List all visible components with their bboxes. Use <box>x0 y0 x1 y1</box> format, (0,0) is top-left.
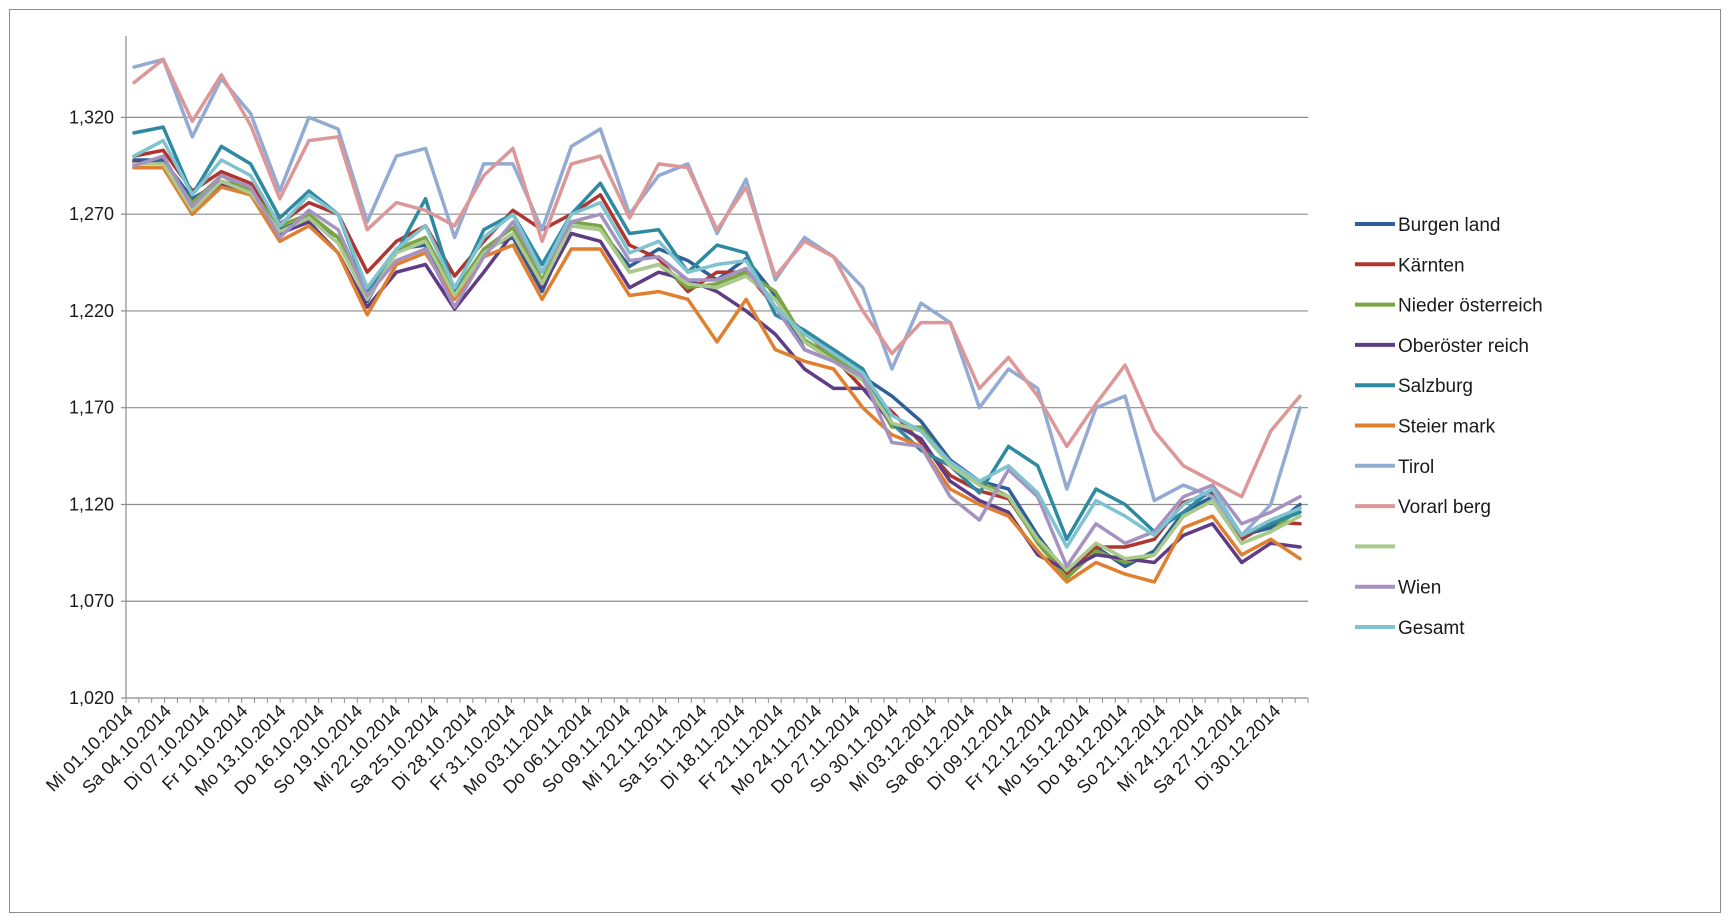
series-line <box>132 125 1302 542</box>
y-tick-label: 1,020 <box>69 688 114 708</box>
y-tick-label: 1,220 <box>69 301 114 321</box>
chart-frame: 1,020 1,070 1,120 1,170 1,220 1,270 1,320 Mi 01… <box>9 9 1721 913</box>
legend-label: Burgen land <box>1398 215 1500 236</box>
legend-label: Kärnten <box>1398 255 1465 276</box>
series-line <box>132 154 1302 569</box>
legend-label: Gesamt <box>1398 618 1465 639</box>
legend-label: Steier mark <box>1398 417 1496 438</box>
y-tick-label: 1,120 <box>69 494 114 514</box>
y-tick-label: 1,320 <box>69 107 114 127</box>
series-line <box>132 165 1302 584</box>
legend-label: Oberöster reich <box>1398 336 1529 357</box>
y-tick-label: 1,070 <box>69 591 114 611</box>
legend: Burgen land Kärnten Nieder österreich Oberö… <box>1355 215 1543 639</box>
series-line <box>132 57 1302 538</box>
y-tick-label: 1,170 <box>69 398 114 418</box>
legend-label: Wien <box>1398 578 1441 599</box>
gridlines <box>126 116 1308 602</box>
series-line <box>132 162 1302 573</box>
legend-label: Tirol <box>1398 457 1434 478</box>
legend-label: Nieder österreich <box>1398 296 1543 317</box>
legend-label: Salzburg <box>1398 376 1473 397</box>
series-lines <box>132 57 1302 584</box>
legend-label: Vorarl berg <box>1398 497 1491 518</box>
series-line <box>132 138 1302 549</box>
series-line <box>132 57 1302 499</box>
y-tick-label: 1,270 <box>69 204 114 224</box>
